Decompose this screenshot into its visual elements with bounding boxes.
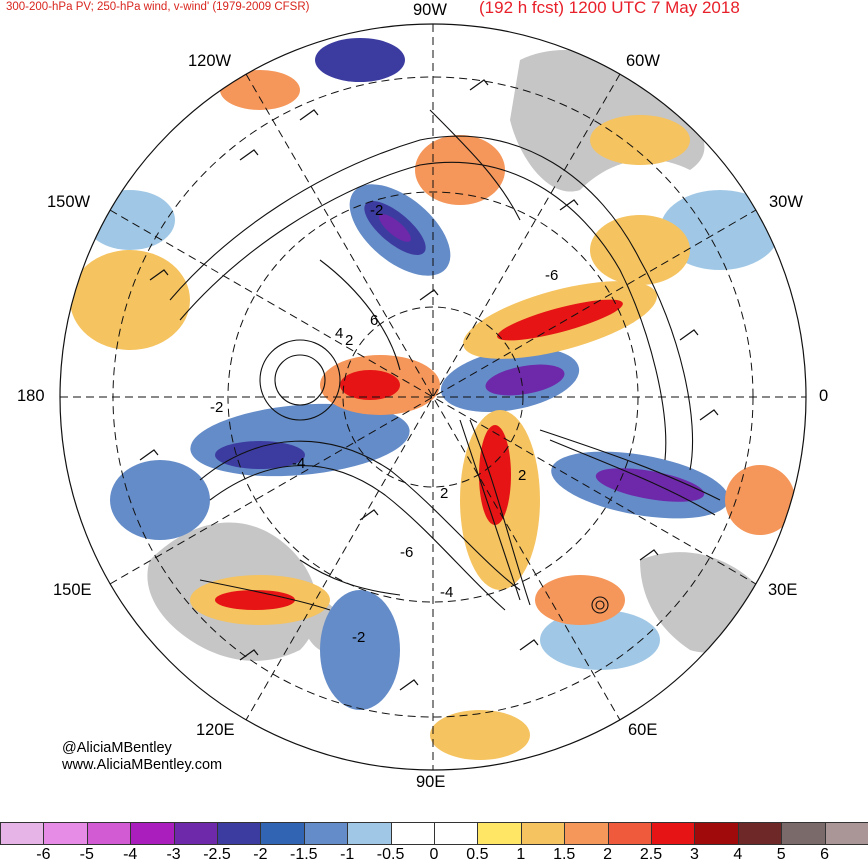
contour-label: 2 <box>440 485 448 502</box>
colorbar-swatch <box>737 822 783 845</box>
colorbar-swatch <box>173 822 218 845</box>
contour-label-layer: 2 4 6 -2 -6 -4 2 -2 -6 -4 -2 2 <box>210 202 558 646</box>
contour-label: -2 <box>370 202 383 219</box>
contour-label: -6 <box>545 267 558 284</box>
map-title: (192 h fcst) 1200 UTC 7 May 2018 <box>479 0 740 17</box>
lon-label-150w: 150W <box>47 193 91 211</box>
colorbar-swatch <box>86 822 132 845</box>
colorbar-label: -1.5 <box>290 846 318 863</box>
colorbar-swatch <box>0 822 45 845</box>
lon-label-30e: 30E <box>768 581 798 599</box>
lon-label-120w: 120W <box>188 52 232 70</box>
colorbar-swatch <box>217 822 262 845</box>
colorbar-label: -2 <box>253 846 268 863</box>
colorbar-label: 1.5 <box>553 846 576 863</box>
colorbar-label: 0.5 <box>466 846 489 863</box>
polar-map: 2 4 6 -2 -6 -4 2 -2 -6 -4 -2 2 <box>59 23 807 771</box>
contour-label: -6 <box>400 544 413 561</box>
colorbar-swatch <box>694 822 739 845</box>
colorbar-label: 0 <box>429 846 439 863</box>
contour-label: 2 <box>345 332 353 349</box>
contour-label: -4 <box>440 584 453 601</box>
colorbar-label: 4 <box>733 846 743 863</box>
colorbar-swatch <box>130 822 175 845</box>
colorbar-label: 3 <box>689 846 699 863</box>
contour-label: 2 <box>518 467 526 484</box>
colorbar-swatch <box>260 822 305 845</box>
colorbar-swatch <box>43 822 88 845</box>
credit-website: www.AliciaMBentley.com <box>62 757 223 773</box>
colorbar-swatch <box>824 822 868 845</box>
colorbar-label: 5 <box>776 846 786 863</box>
lon-label-90w: 90W <box>413 1 447 19</box>
lon-label-0: 0 <box>819 387 829 405</box>
map-subtitle: 300-200-hPa PV; 250-hPa wind, v-wind' (1… <box>6 1 310 13</box>
colorbar-label: 1 <box>516 846 526 863</box>
colorbar-label: -2.5 <box>203 846 231 863</box>
colorbar-label: -5 <box>79 846 94 863</box>
colorbar-swatch <box>347 822 392 845</box>
lon-label-120e: 120E <box>196 721 235 739</box>
lon-label-60e: 60E <box>628 721 658 739</box>
map-boundary <box>59 23 807 771</box>
graticule <box>60 24 806 770</box>
colorbar: -6 -5 -4 -3 -2.5 -2 -1.5 -1 -0.5 0 0.5 1 1.5 2 2.5 3 4 5 6 <box>0 822 868 865</box>
colorbar-label: -3 <box>166 846 181 863</box>
colorbar-label: 2 <box>603 846 613 863</box>
colorbar-swatch <box>390 822 435 845</box>
colorbar-swatch <box>564 822 609 845</box>
contour-label: -2 <box>210 399 223 416</box>
wind-barbs <box>139 79 719 691</box>
colorbar-label: 2.5 <box>639 846 663 863</box>
colorbar-label: -4 <box>123 846 138 863</box>
colorbar-label: -1 <box>340 846 355 863</box>
colorbar-label: 6 <box>820 846 830 863</box>
contour-label: 4 <box>335 325 343 342</box>
contour-label: 6 <box>370 312 378 329</box>
colorbar-swatch <box>303 822 349 845</box>
lon-label-30w: 30W <box>769 193 803 211</box>
colorbar-label: -0.5 <box>376 846 405 863</box>
colorbar-swatch <box>520 822 566 845</box>
colorbar-swatch <box>434 822 479 845</box>
colorbar-swatch <box>607 822 652 845</box>
lon-label-90e: 90E <box>416 773 446 791</box>
contour-label: -2 <box>352 629 365 646</box>
wind-contours <box>169 109 721 614</box>
colorbar-swatch <box>477 822 522 845</box>
lon-label-180: 180 <box>17 387 45 405</box>
credit-handle: @AliciaMBentley <box>62 740 172 756</box>
lon-label-60w: 60W <box>626 52 660 70</box>
colorbar-swatch <box>781 822 826 845</box>
colorbar-swatch <box>651 822 696 845</box>
lon-label-150e: 150E <box>53 581 92 599</box>
colorbar-label: -6 <box>36 846 51 863</box>
map-disk: 2 4 6 -2 -6 -4 2 -2 -6 -4 -2 2 <box>60 24 806 770</box>
contour-label: -4 <box>292 455 305 472</box>
